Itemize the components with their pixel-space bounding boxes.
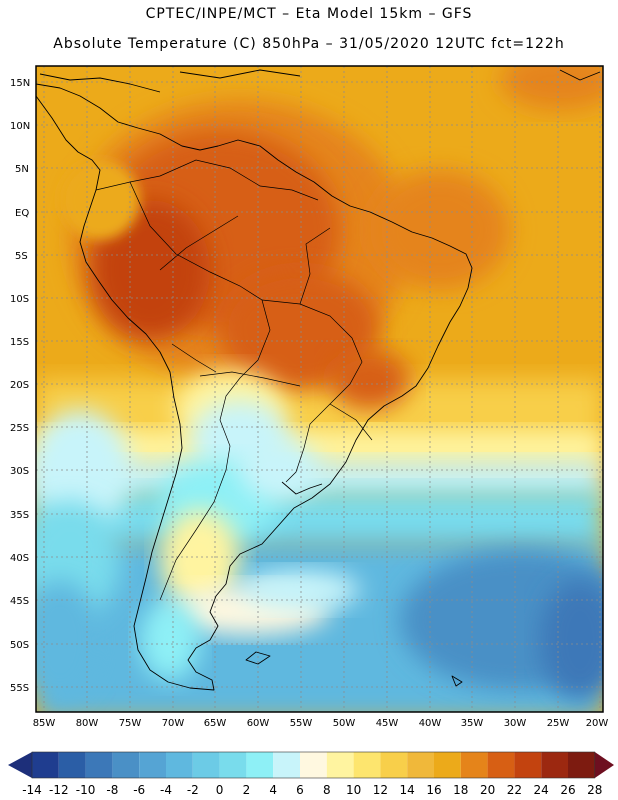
lon-label: 45W xyxy=(376,718,399,729)
colorbar-label: 28 xyxy=(587,783,602,797)
lon-label: 30W xyxy=(504,718,527,729)
colorbar-label: -14 xyxy=(22,783,42,797)
colorbar-label: -10 xyxy=(76,783,96,797)
colorbar-label: 0 xyxy=(216,783,224,797)
lon-label: 75W xyxy=(119,718,142,729)
lat-label: 50S xyxy=(10,640,29,651)
colorbar-swatch xyxy=(139,752,166,778)
colorbar-swatch xyxy=(166,752,193,778)
colorbar-swatch xyxy=(407,752,434,778)
lon-label: 65W xyxy=(204,718,227,729)
colorbar-label: -12 xyxy=(49,783,69,797)
colorbar-swatch xyxy=(568,752,595,778)
lon-label: 35W xyxy=(461,718,484,729)
colorbar-label: 4 xyxy=(269,783,277,797)
lon-label: 40W xyxy=(419,718,442,729)
lon-label: 50W xyxy=(333,718,356,729)
lat-label: 45S xyxy=(10,596,29,607)
colorbar-swatch xyxy=(85,752,113,778)
colorbar-swatch xyxy=(273,752,300,778)
colorbar-swatch xyxy=(32,752,59,778)
colorbar-label: 18 xyxy=(453,783,468,797)
colorbar-right-arrow xyxy=(594,752,614,778)
colorbar-left-arrow xyxy=(8,752,32,778)
temperature-field xyxy=(36,66,603,712)
colorbar-swatch xyxy=(112,752,140,778)
colorbar-label: 8 xyxy=(323,783,331,797)
lat-label: 40S xyxy=(10,553,29,564)
colorbar-label: 14 xyxy=(400,783,415,797)
lon-label: 70W xyxy=(162,718,185,729)
colorbar-swatch xyxy=(58,752,86,778)
colorbar-label: 26 xyxy=(560,783,575,797)
lon-label: 20W xyxy=(586,718,609,729)
colorbar-label: 10 xyxy=(346,783,361,797)
colorbar-label: 24 xyxy=(534,783,549,797)
map-title-line2: Absolute Temperature (C) 850hPa – 31/05/… xyxy=(53,36,565,52)
lat-label: 10N xyxy=(10,121,30,132)
lat-label: 55S xyxy=(10,683,29,694)
lon-label: 25W xyxy=(547,718,570,729)
lon-label: 80W xyxy=(76,718,99,729)
colorbar-swatch xyxy=(326,752,354,778)
lat-label: EQ xyxy=(15,208,29,219)
colorbar-label: -2 xyxy=(187,783,199,797)
lat-label: 20S xyxy=(10,380,29,391)
colorbar-swatch xyxy=(460,752,488,778)
lat-label: 35S xyxy=(10,510,29,521)
colorbar-swatch xyxy=(192,752,220,778)
colorbar-swatch xyxy=(514,752,542,778)
colorbar-label: -4 xyxy=(160,783,172,797)
colorbar-label: 6 xyxy=(296,783,304,797)
lon-label: 85W xyxy=(33,718,56,729)
colorbar-swatch xyxy=(434,752,461,778)
lat-label: 15S xyxy=(10,337,29,348)
map-frame xyxy=(35,65,604,713)
lat-label: 25S xyxy=(10,423,29,434)
lat-label: 15N xyxy=(10,78,30,89)
lat-label: 5S xyxy=(15,251,28,262)
colorbar-label: 20 xyxy=(480,783,495,797)
colorbar-swatch xyxy=(219,752,247,778)
colorbar-swatch xyxy=(246,752,274,778)
lon-label: 60W xyxy=(247,718,270,729)
colorbar-label: 2 xyxy=(243,783,251,797)
country-borders xyxy=(95,159,373,601)
colorbar-label: -6 xyxy=(133,783,145,797)
colorbar-swatch xyxy=(300,752,327,778)
colorbar-label: 22 xyxy=(507,783,522,797)
colorbar-label: 16 xyxy=(426,783,441,797)
map-title-line1: CPTEC/INPE/MCT – Eta Model 15km – GFS xyxy=(145,6,473,22)
colorbar-label: -8 xyxy=(106,783,118,797)
lat-label: 5N xyxy=(15,164,29,175)
colorbar-label: 12 xyxy=(373,783,388,797)
lon-label: 55W xyxy=(290,718,313,729)
lat-label: 30S xyxy=(10,466,29,477)
coastlines xyxy=(36,69,601,691)
colorbar-swatch xyxy=(541,752,568,778)
colorbar-swatch xyxy=(380,752,408,778)
colorbar-swatch xyxy=(487,752,515,778)
colorbar-swatch xyxy=(353,752,381,778)
color-scale-bar: -14 -12 -10 -8 -6 -4 -2 0 2 4 6 8 10 12 … xyxy=(8,751,614,797)
lat-label: 10S xyxy=(10,294,29,305)
colorbar-frame xyxy=(31,751,596,779)
